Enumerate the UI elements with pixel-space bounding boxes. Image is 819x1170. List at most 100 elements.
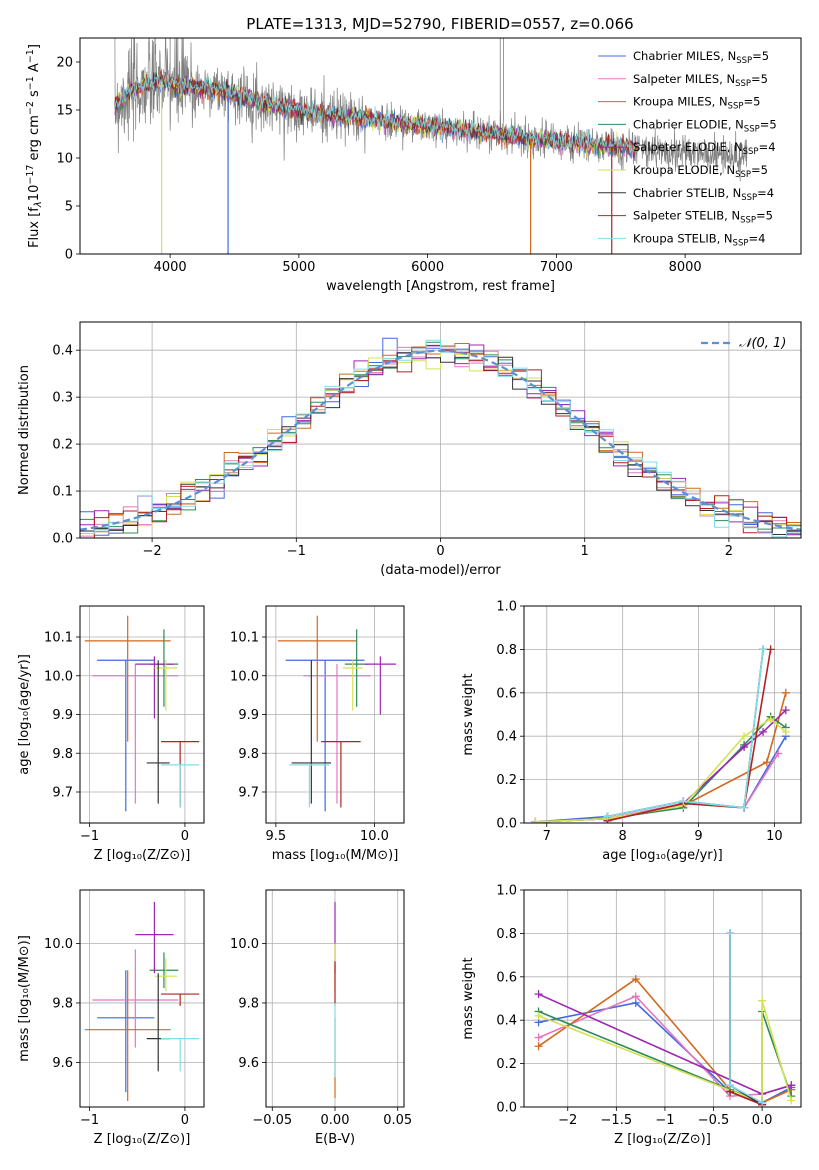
weight-marker <box>781 706 790 715</box>
plot-weight_vs_age: 7 8 9 10 0.0 0.2 0.4 0.6 0.8 1.0 age [log₁₀(age/yr… <box>461 600 802 863</box>
plot-mass_vs_ebv: −0.05 0.00 0.05 9.6 9.8 10.0 E(B-V) <box>230 889 412 1147</box>
x-tick-label: −2 <box>143 544 162 559</box>
legend-entry: Salpeter ELODIE, NSSP=4 <box>633 140 776 157</box>
x-tick-label: 9.5 <box>266 829 287 844</box>
plot-area-age_vs_Z <box>84 615 200 812</box>
weight-marker <box>726 1081 735 1090</box>
x-axis-label: mass [log₁₀(M/M⊙)] <box>272 848 399 863</box>
weight-marker <box>766 714 775 723</box>
x-tick-label: 10 <box>766 829 783 844</box>
x-tick-label: −1 <box>80 1113 99 1128</box>
y-axis-label: mass weight <box>461 957 476 1039</box>
x-tick-label: 5000 <box>282 260 315 275</box>
x-tick-label: −0.05 <box>252 1113 292 1128</box>
y-tick-label: 0.6 <box>496 970 517 985</box>
gaussian-curve <box>80 349 801 531</box>
plot-mass_vs_Z: −1 0 9.6 9.8 10.0 Z [log₁₀(Z/Z⊙)] mass [log₁₀(… <box>17 889 205 1147</box>
y-tick-label: 0.4 <box>496 730 517 745</box>
y-tick-label: 0.3 <box>52 391 73 406</box>
legend-entry: Salpeter MILES, NSSP=5 <box>633 72 768 89</box>
legend-entry: 𝒩(0, 1) <box>739 336 786 351</box>
x-axis-label: wavelength [Angstrom, rest frame] <box>326 279 555 294</box>
y-tick-label: 9.9 <box>52 708 73 723</box>
figure-title: PLATE=1313, MJD=52790, FIBERID=0557, z=0… <box>246 15 633 33</box>
x-axis-label: Z [log₁₀(Z/Z⊙)] <box>94 848 191 863</box>
y-tick-label: 9.8 <box>52 996 73 1011</box>
y-tick-label: 9.9 <box>238 708 259 723</box>
weight-series <box>607 649 764 818</box>
y-tick-label: 0.8 <box>496 643 517 658</box>
residual-histogram <box>80 339 801 538</box>
x-tick-label: 0 <box>181 1113 189 1128</box>
x-axis-label: Z [log₁₀(Z/Z⊙)] <box>614 1132 711 1147</box>
x-tick-label: 0.00 <box>321 1113 350 1128</box>
x-tick-label: 6000 <box>411 260 444 275</box>
plot-residuals: −2 −1 0 1 2 0.0 0.1 0.2 0.3 0.4 (data-model)/error… <box>17 321 802 578</box>
weight-marker <box>758 1098 767 1107</box>
y-tick-label: 0.6 <box>496 686 517 701</box>
x-tick-label: −0.5 <box>698 1113 730 1128</box>
y-tick-label: 10.0 <box>44 937 73 952</box>
weight-marker <box>679 797 688 806</box>
axes-frame <box>79 37 802 255</box>
y-tick-label: 0.2 <box>52 438 73 453</box>
axes-frame <box>265 605 405 824</box>
weight-marker <box>759 645 768 654</box>
y-tick-label: 10.0 <box>230 669 259 684</box>
y-axis-label: Flux [fλ10−17 erg cm−2 s−1 A−1] <box>25 44 44 248</box>
y-axis-label: mass [log₁₀(M/M⊙)] <box>17 935 32 1062</box>
y-axis-label: mass weight <box>461 673 476 755</box>
weight-marker <box>759 727 768 736</box>
y-tick-label: 10.1 <box>44 631 73 646</box>
weight-marker <box>766 645 775 654</box>
weight-marker <box>787 1096 796 1105</box>
weight-marker <box>740 732 749 741</box>
plot-area-mass_vs_Z <box>84 901 200 1102</box>
weight-marker <box>631 974 640 983</box>
x-axis-label: age [log₁₀(age/yr)] <box>602 848 723 863</box>
y-tick-label: 0.0 <box>52 532 73 547</box>
plot-age_vs_mass: 9.5 10.0 9.7 9.8 9.9 10.0 10.1 mass [log₁₀(M/M⊙… <box>230 605 405 863</box>
x-tick-label: 0 <box>436 544 444 559</box>
y-tick-label: 0.4 <box>496 1014 517 1029</box>
legend-entry: Salpeter STELIB, NSSP=5 <box>633 209 773 226</box>
y-tick-label: 0.2 <box>496 773 517 788</box>
model-spectrum <box>114 72 638 156</box>
y-tick-label: 0.4 <box>52 344 73 359</box>
legend-entry: Chabrier MILES, NSSP=5 <box>633 49 769 66</box>
weight-marker <box>740 803 749 812</box>
weight-marker <box>781 727 790 736</box>
x-tick-label: 0.05 <box>383 1113 412 1128</box>
plot-area-spectrum <box>114 38 748 254</box>
y-tick-label: 9.8 <box>238 747 259 762</box>
weight-marker <box>774 749 783 758</box>
y-tick-label: 9.6 <box>238 1056 259 1071</box>
plot-age_vs_Z: −1 0 9.7 9.8 9.9 10.0 10.1 Z [log₁₀(Z/Z⊙)] age [… <box>17 605 205 863</box>
x-tick-label: −1 <box>655 1113 674 1128</box>
y-tick-label: 9.8 <box>52 747 73 762</box>
x-tick-label: −1 <box>287 544 306 559</box>
weight-series <box>538 1000 793 1104</box>
legend: Chabrier MILES, NSSP=5 Salpeter MILES, NS… <box>598 49 777 248</box>
x-tick-label: 9 <box>694 829 702 844</box>
y-tick-label: 20 <box>56 56 73 71</box>
weight-marker <box>740 743 749 752</box>
legend-entry: Kroupa ELODIE, NSSP=5 <box>633 163 768 180</box>
y-tick-label: 10.0 <box>230 937 259 952</box>
x-tick-label: 1 <box>581 544 589 559</box>
model-spectrum <box>114 70 638 158</box>
y-axis-label: age [log₁₀(age/yr)] <box>17 654 32 775</box>
y-tick-label: 1.0 <box>496 600 517 615</box>
weight-marker <box>534 1011 543 1020</box>
axes-frame <box>523 605 802 824</box>
weight-series <box>607 649 772 822</box>
y-axis-label: Normed distribution <box>17 365 32 495</box>
x-axis-label: (data-model)/error <box>380 563 501 578</box>
axes-frame <box>265 889 405 1108</box>
x-tick-label: 2 <box>725 544 733 559</box>
weight-marker <box>787 1081 796 1090</box>
x-tick-label: 0.0 <box>752 1113 773 1128</box>
